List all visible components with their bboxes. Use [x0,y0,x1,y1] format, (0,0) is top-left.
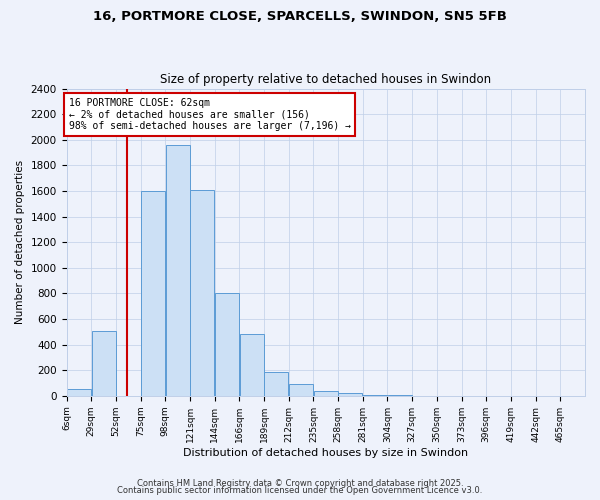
Bar [92,330,116,396]
Bar [289,384,313,396]
Bar [141,191,165,396]
Title: Size of property relative to detached houses in Swindon: Size of property relative to detached ho… [160,73,491,86]
Bar [166,145,190,396]
Bar [240,334,263,396]
Bar [338,394,362,396]
Y-axis label: Number of detached properties: Number of detached properties [15,160,25,324]
Bar [388,395,412,396]
Text: Contains public sector information licensed under the Open Government Licence v3: Contains public sector information licen… [118,486,482,495]
Text: 16, PORTMORE CLOSE, SPARCELLS, SWINDON, SN5 5FB: 16, PORTMORE CLOSE, SPARCELLS, SWINDON, … [93,10,507,23]
Bar [67,390,91,396]
Text: 16 PORTMORE CLOSE: 62sqm
← 2% of detached houses are smaller (156)
98% of semi-d: 16 PORTMORE CLOSE: 62sqm ← 2% of detache… [68,98,350,130]
Bar [363,394,387,396]
Bar [265,372,289,396]
Bar [314,392,338,396]
Bar [215,294,239,396]
Bar [190,190,214,396]
X-axis label: Distribution of detached houses by size in Swindon: Distribution of detached houses by size … [183,448,469,458]
Text: Contains HM Land Registry data © Crown copyright and database right 2025.: Contains HM Land Registry data © Crown c… [137,478,463,488]
